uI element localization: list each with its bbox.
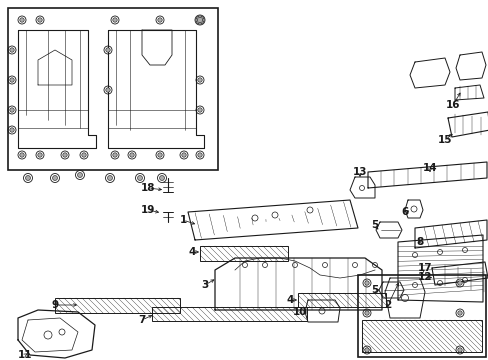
Text: 7: 7 — [138, 315, 145, 325]
Circle shape — [38, 18, 42, 22]
Text: 14: 14 — [422, 163, 436, 173]
Circle shape — [457, 311, 461, 315]
Circle shape — [137, 176, 142, 180]
Bar — [8, 8, 218, 170]
Bar — [55, 298, 180, 313]
Circle shape — [158, 18, 162, 22]
Circle shape — [197, 18, 202, 22]
Bar — [361, 320, 481, 352]
Circle shape — [107, 176, 112, 180]
Text: 12: 12 — [417, 272, 431, 282]
Text: 13: 13 — [352, 167, 366, 177]
Circle shape — [364, 311, 368, 315]
Circle shape — [457, 281, 461, 285]
Circle shape — [457, 348, 461, 352]
Circle shape — [78, 172, 82, 177]
Circle shape — [10, 78, 14, 82]
Circle shape — [105, 48, 110, 52]
Text: 17: 17 — [417, 263, 431, 273]
Circle shape — [105, 88, 110, 92]
Circle shape — [197, 153, 202, 157]
Text: 11: 11 — [18, 350, 32, 360]
Bar — [152, 307, 306, 321]
Bar — [357, 275, 485, 357]
Circle shape — [20, 18, 24, 22]
Text: 9: 9 — [51, 300, 59, 310]
Circle shape — [159, 176, 164, 180]
Text: 19: 19 — [141, 205, 155, 215]
Text: 10: 10 — [292, 307, 306, 317]
Circle shape — [182, 153, 186, 157]
Circle shape — [197, 17, 203, 23]
Circle shape — [113, 153, 117, 157]
Circle shape — [197, 78, 202, 82]
Text: 3: 3 — [201, 280, 208, 290]
Text: 4: 4 — [188, 247, 195, 257]
Circle shape — [20, 153, 24, 157]
Text: 15: 15 — [437, 135, 451, 145]
Circle shape — [113, 18, 117, 22]
Circle shape — [10, 48, 14, 52]
Circle shape — [364, 281, 368, 285]
Text: 1: 1 — [179, 215, 186, 225]
Text: 5: 5 — [370, 285, 378, 295]
Text: 18: 18 — [141, 183, 155, 193]
Circle shape — [52, 176, 58, 180]
Text: 2: 2 — [384, 300, 391, 310]
Circle shape — [38, 153, 42, 157]
Circle shape — [10, 128, 14, 132]
Circle shape — [129, 153, 134, 157]
Text: 6: 6 — [401, 207, 408, 217]
Circle shape — [10, 108, 14, 112]
Circle shape — [364, 348, 368, 352]
Bar — [297, 293, 385, 307]
Bar — [200, 246, 287, 261]
Circle shape — [158, 153, 162, 157]
Circle shape — [197, 108, 202, 112]
Text: 8: 8 — [415, 237, 423, 247]
Text: 16: 16 — [445, 100, 459, 110]
Text: 5: 5 — [370, 220, 378, 230]
Circle shape — [62, 153, 67, 157]
Text: 4: 4 — [286, 295, 293, 305]
Circle shape — [25, 176, 30, 180]
Circle shape — [81, 153, 86, 157]
